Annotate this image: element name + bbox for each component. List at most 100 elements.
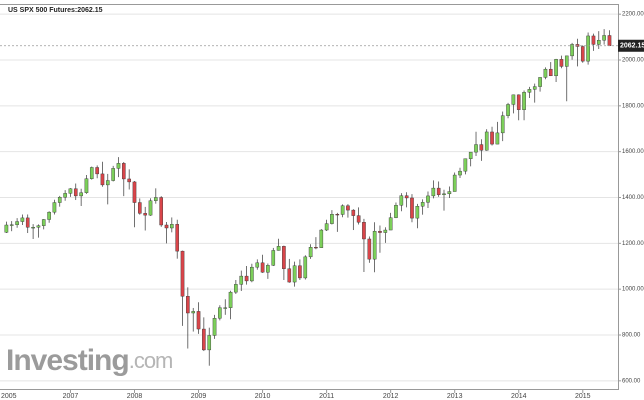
candle-body xyxy=(292,265,297,283)
candle-body xyxy=(105,180,110,186)
candle-body xyxy=(164,224,169,229)
y-tick-label: 1400.00 xyxy=(622,195,644,201)
candle-body xyxy=(89,167,94,179)
candle-body xyxy=(138,202,142,214)
candle-body xyxy=(442,193,446,195)
candle-body xyxy=(415,206,420,219)
y-tick-label: 2000.00 xyxy=(622,58,644,64)
candle-body xyxy=(516,94,521,110)
candle-body xyxy=(356,215,361,223)
candle-body xyxy=(586,35,590,62)
candle-body xyxy=(340,205,345,215)
candle-body xyxy=(31,227,35,229)
last-price-label: 2062.15 xyxy=(620,43,644,50)
candle-body xyxy=(490,131,494,145)
candle-body xyxy=(255,262,260,268)
candle-body xyxy=(234,284,238,293)
candle-body xyxy=(63,193,67,198)
candle-body xyxy=(4,224,9,233)
candle-body xyxy=(25,217,30,228)
candle-body xyxy=(420,202,425,207)
candle-body xyxy=(298,265,302,279)
candle-body xyxy=(84,178,89,193)
candle-body xyxy=(330,214,334,224)
candle-body xyxy=(452,174,457,192)
candle-body xyxy=(319,229,324,248)
x-tick-label: 2009 xyxy=(191,393,207,400)
x-tick-label: 2013 xyxy=(447,393,463,400)
candle-body xyxy=(346,205,350,211)
candle-body xyxy=(591,35,596,45)
candle-body xyxy=(276,246,281,251)
candle-body xyxy=(223,307,228,309)
candle-body xyxy=(244,275,249,282)
x-tick-label: 2010 xyxy=(255,393,271,400)
candle-body xyxy=(378,230,382,233)
y-tick-label: 1200.00 xyxy=(622,241,644,247)
candle-body xyxy=(20,217,25,222)
candle-body xyxy=(228,291,233,308)
candle-body xyxy=(127,178,131,183)
candle-body xyxy=(218,307,222,319)
candle-body xyxy=(95,167,99,175)
logo-main: Investing xyxy=(6,344,129,377)
candle-body xyxy=(57,197,62,203)
candle-body xyxy=(522,92,526,110)
candle-body xyxy=(202,328,206,351)
candle-body xyxy=(100,173,105,186)
candle-body xyxy=(564,55,569,67)
candle-body xyxy=(559,59,564,67)
candle-body xyxy=(399,195,404,206)
candle-body xyxy=(351,209,356,216)
x-tick-label: 2014 xyxy=(511,393,527,400)
candle-body xyxy=(607,35,612,46)
candle-body xyxy=(266,265,270,273)
candle-body xyxy=(474,144,478,153)
candle-body xyxy=(170,224,174,229)
y-tick-label: 2200.00 xyxy=(622,12,644,18)
candle-body xyxy=(207,335,212,351)
candle-body xyxy=(532,86,537,90)
candle-body xyxy=(580,46,585,62)
candle-body xyxy=(180,250,185,297)
candle-body xyxy=(154,197,158,201)
logo: Investing.com xyxy=(6,344,172,377)
candle-body xyxy=(458,170,462,176)
candle-body xyxy=(132,181,137,203)
last-price-box xyxy=(618,39,644,52)
candle-body xyxy=(239,275,244,285)
x-tick-label: 2015 xyxy=(575,393,591,400)
candle-body xyxy=(468,151,473,159)
candle-body xyxy=(111,168,115,181)
candle-body xyxy=(554,59,558,77)
candle-body xyxy=(383,229,388,233)
y-tick-label: 600.00 xyxy=(622,378,641,384)
candle-body xyxy=(308,247,313,258)
candle-body xyxy=(175,224,180,252)
candle-body xyxy=(260,262,265,273)
candle-body xyxy=(36,225,41,228)
candle-body xyxy=(287,268,292,283)
x-tick-label: 2007 xyxy=(63,393,79,400)
candle-body xyxy=(362,222,366,240)
candle-body xyxy=(548,68,553,77)
candle-body xyxy=(9,224,14,226)
candle-body xyxy=(602,35,606,41)
candle-body xyxy=(596,40,601,45)
candle-body xyxy=(335,214,340,216)
candle-body xyxy=(463,158,468,172)
candle-body xyxy=(436,187,441,195)
candle-body xyxy=(282,246,286,269)
candle-body xyxy=(47,211,51,220)
candle-body xyxy=(73,188,78,197)
candle-body xyxy=(479,144,484,151)
candle-body xyxy=(511,94,516,105)
x-tick-label: 2012 xyxy=(383,393,399,400)
candle-body xyxy=(186,296,190,314)
candle-body xyxy=(495,132,500,145)
candle-body xyxy=(15,221,19,225)
candle-body xyxy=(116,163,121,169)
candle-body xyxy=(52,202,57,213)
candle-body xyxy=(394,205,398,218)
y-tick-label: 800.00 xyxy=(622,333,641,339)
